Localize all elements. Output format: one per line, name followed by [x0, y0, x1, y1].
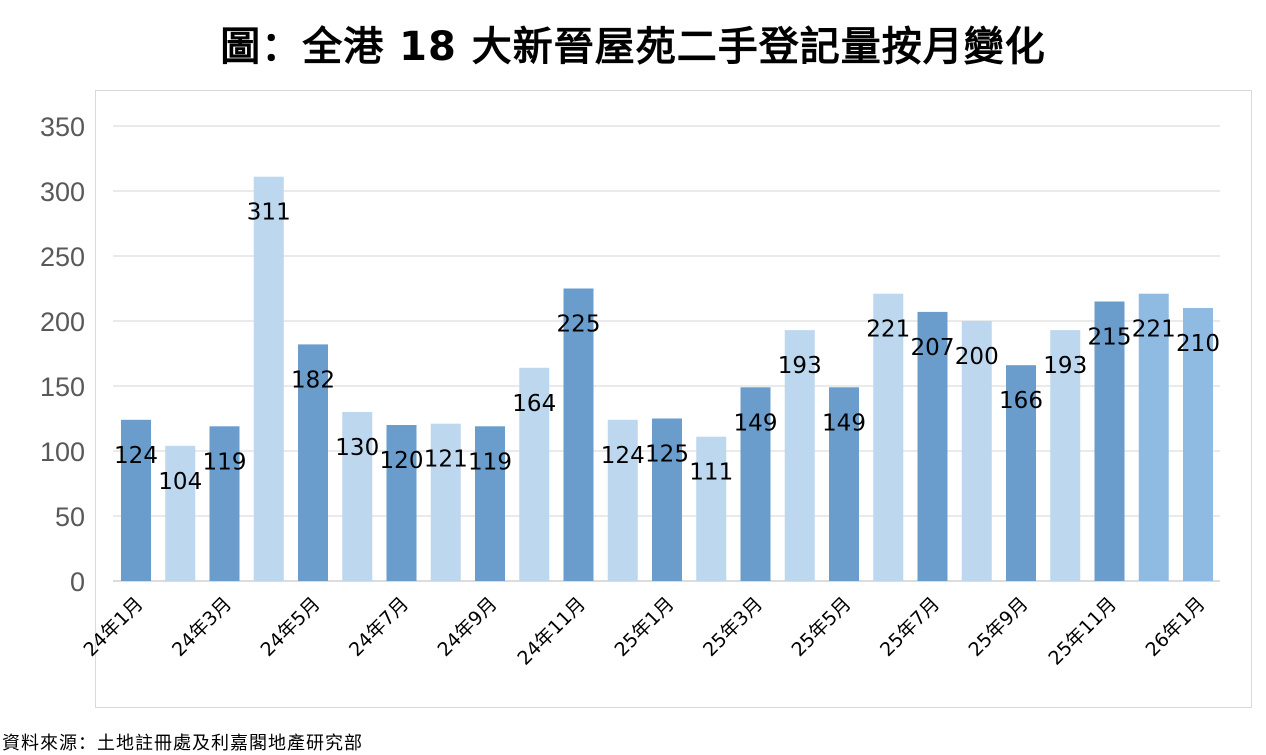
bar: [1183, 308, 1213, 581]
data-label: 164: [512, 391, 556, 417]
data-label: 149: [822, 410, 866, 436]
bar: [475, 426, 505, 581]
x-tick-label: 25年9月: [964, 593, 1032, 661]
bar: [519, 367, 550, 581]
y-tick-label: 250: [40, 242, 85, 272]
data-label: 221: [1132, 317, 1176, 343]
x-tick-label: 25年1月: [610, 593, 678, 661]
data-label: 130: [335, 435, 379, 461]
data-label: 311: [247, 200, 291, 226]
source-note: 資料來源：土地註冊處及利嘉閣地產研究部: [2, 733, 363, 754]
bar-chart: 05010015020025030035012424年1月10411924年3月…: [40, 112, 1220, 670]
data-label: 104: [158, 469, 202, 495]
chart-title: 圖：全港 18 大新晉屋苑二手登記量按月變化: [220, 24, 1046, 70]
bar: [1138, 293, 1169, 581]
y-tick-label: 150: [40, 372, 85, 402]
bar: [784, 330, 815, 581]
y-tick-label: 50: [55, 502, 85, 532]
bar: [165, 445, 196, 581]
bar: [298, 344, 328, 581]
data-label: 166: [999, 388, 1043, 414]
data-label: 193: [1043, 353, 1087, 379]
chart-frame: [95, 90, 1252, 708]
bar: [961, 321, 992, 581]
bar: [696, 436, 727, 581]
data-label: 207: [911, 335, 955, 361]
x-tick-label: 24年1月: [79, 593, 147, 661]
bar: [873, 293, 904, 581]
x-tick-label: 25年3月: [699, 593, 767, 661]
bar: [829, 387, 859, 581]
data-label: 221: [866, 317, 910, 343]
y-tick-label: 100: [40, 437, 85, 467]
bar: [917, 311, 948, 581]
data-label: 182: [291, 367, 335, 393]
data-label: 120: [380, 448, 424, 474]
bar: [563, 288, 594, 581]
x-tick-label: 24年3月: [168, 593, 236, 661]
bar: [253, 176, 284, 581]
y-tick-label: 300: [40, 177, 85, 207]
bar: [1094, 301, 1125, 581]
x-tick-label: 26年1月: [1141, 593, 1209, 661]
data-label: 200: [955, 344, 999, 370]
data-label: 125: [645, 442, 689, 468]
x-tick-label: 24年9月: [433, 593, 501, 661]
x-tick-label: 24年7月: [345, 593, 413, 661]
y-tick-label: 350: [40, 112, 85, 142]
bar: [386, 425, 417, 581]
x-tick-label: 25年5月: [787, 593, 855, 661]
bar: [342, 412, 373, 581]
bar: [740, 387, 771, 581]
data-label: 124: [601, 443, 645, 469]
bar: [1006, 365, 1036, 581]
data-label: 124: [114, 443, 158, 469]
data-label: 119: [203, 449, 247, 475]
bar: [652, 418, 682, 581]
x-tick-label: 25年11月: [1044, 593, 1121, 670]
data-label: 210: [1176, 331, 1220, 357]
data-label: 121: [424, 447, 468, 473]
bar: [1050, 330, 1081, 581]
bar: [209, 426, 240, 581]
data-label: 215: [1088, 325, 1132, 351]
data-label: 225: [557, 312, 601, 338]
data-label: 149: [734, 410, 778, 436]
x-tick-label: 24年11月: [513, 593, 590, 670]
x-tick-label: 24年5月: [256, 593, 324, 661]
data-label: 111: [689, 460, 733, 486]
y-tick-label: 0: [70, 567, 85, 597]
data-label: 193: [778, 353, 822, 379]
x-tick-label: 25年7月: [876, 593, 944, 661]
y-tick-label: 200: [40, 307, 85, 337]
data-label: 119: [468, 449, 512, 475]
bar: [121, 419, 151, 581]
bar: [430, 423, 461, 581]
bar: [607, 419, 638, 581]
